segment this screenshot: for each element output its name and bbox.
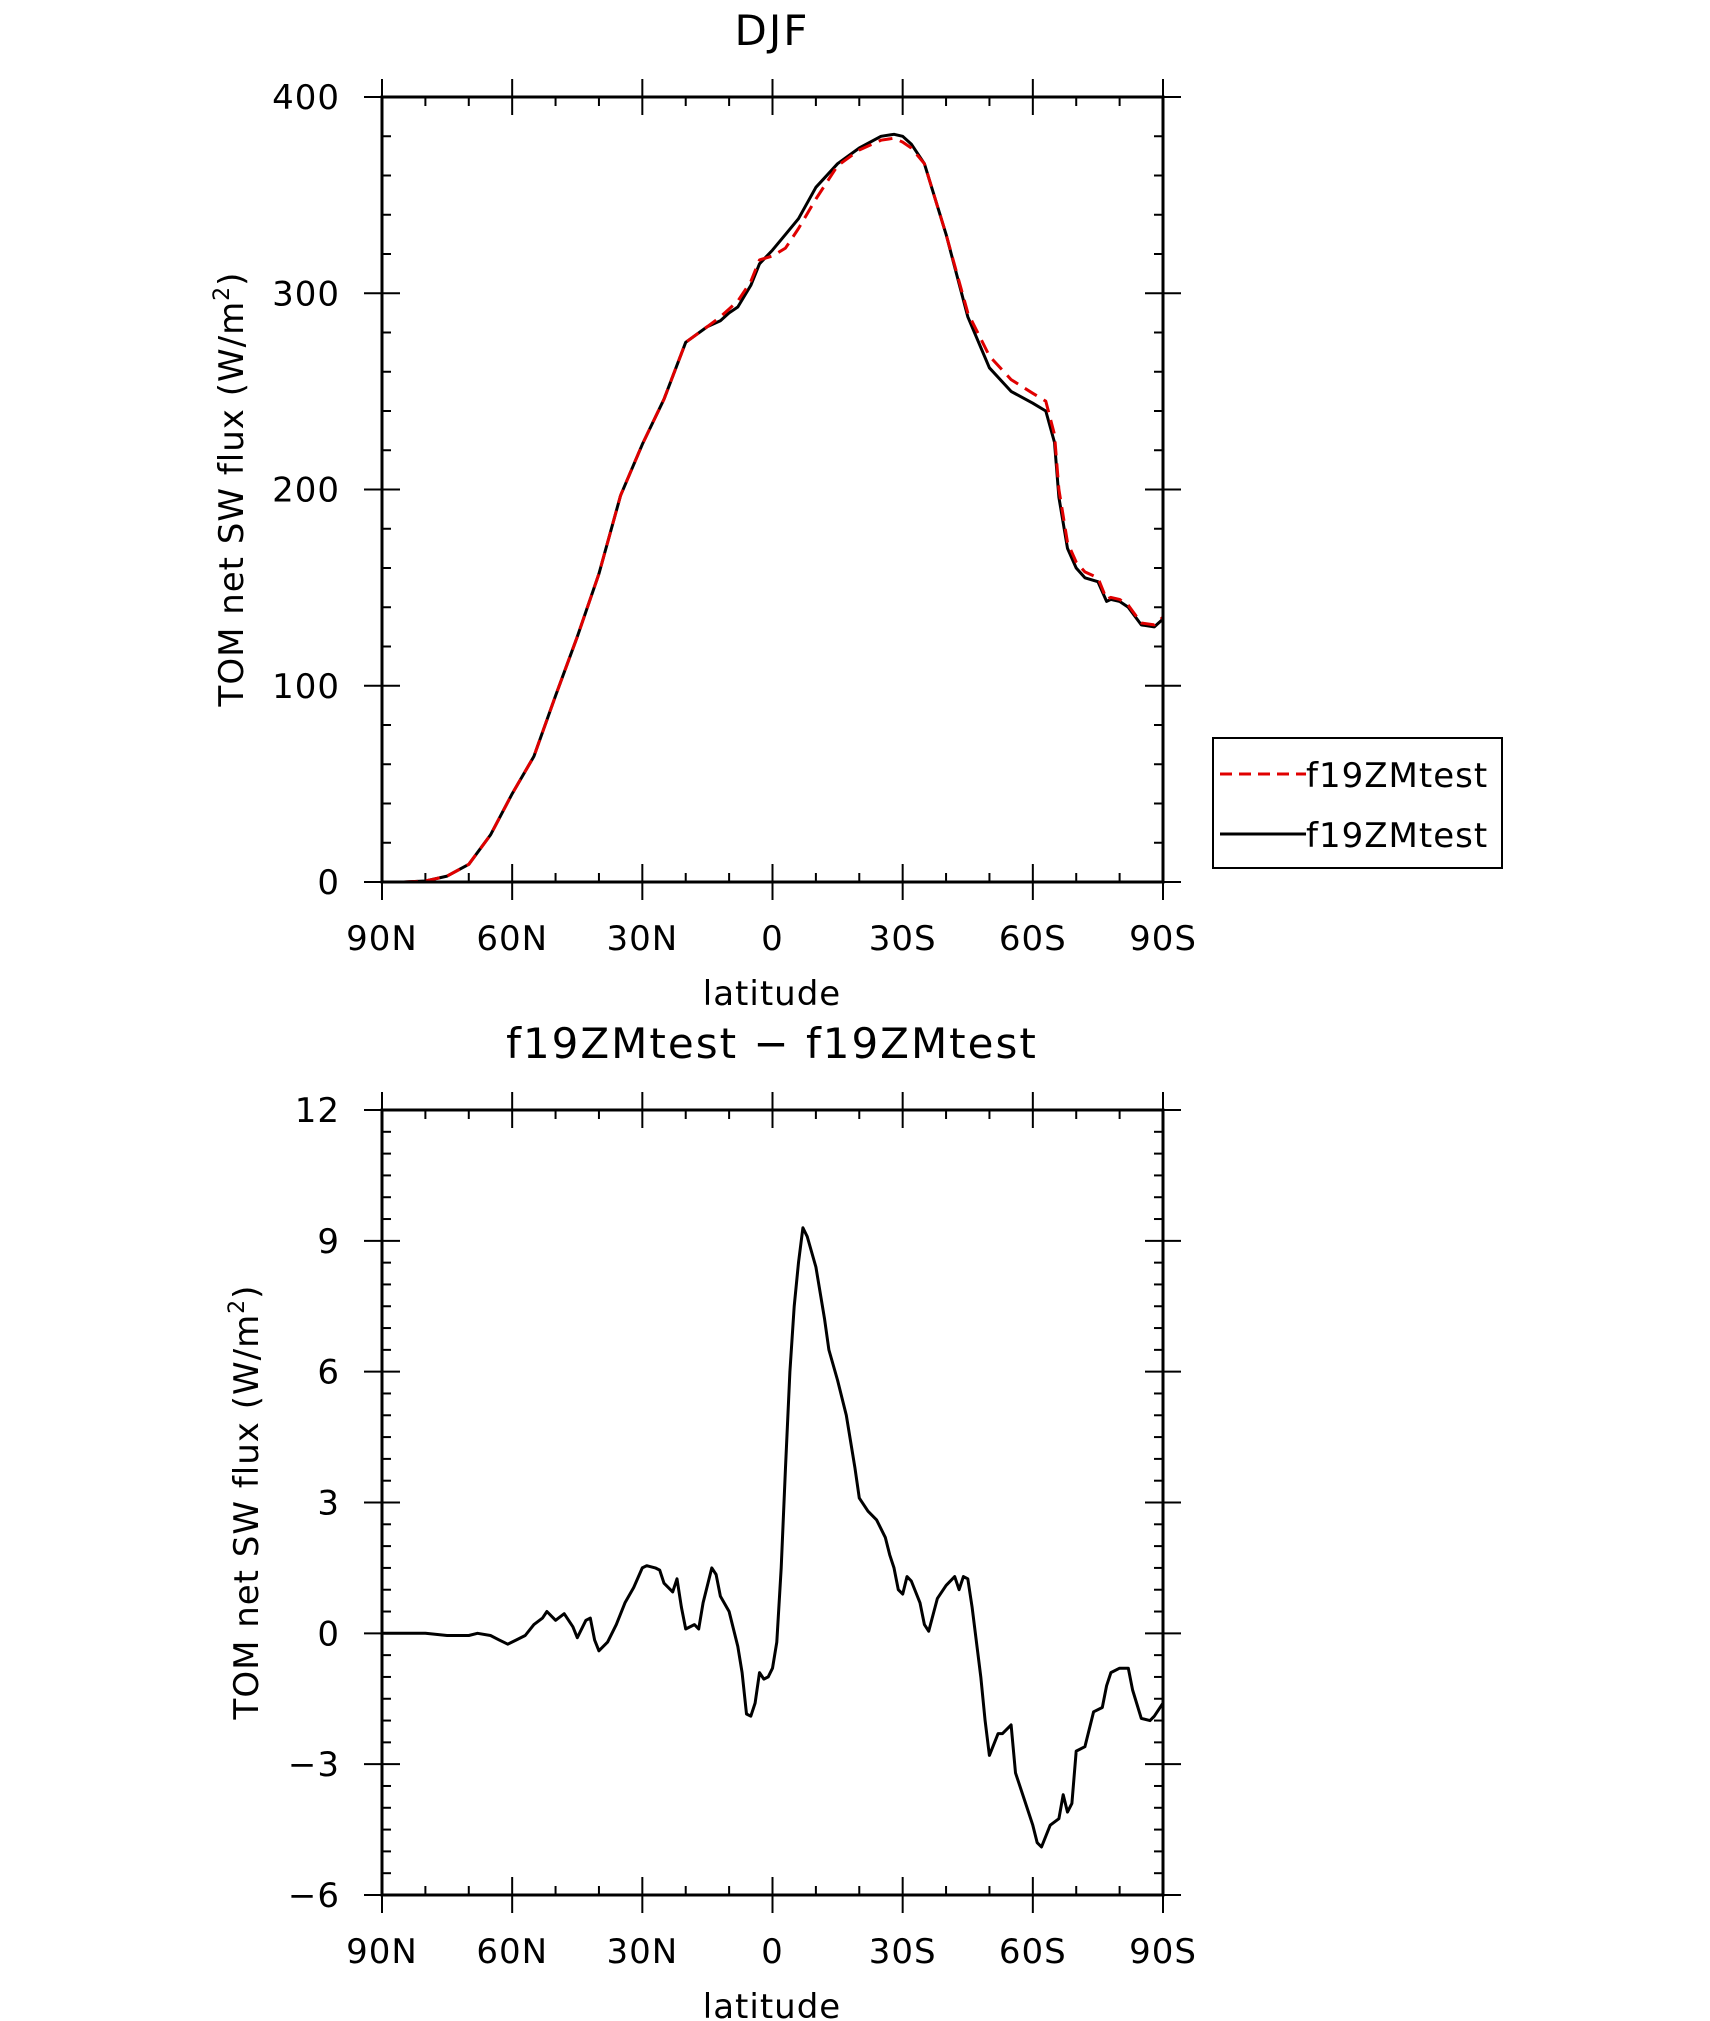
bottom-y-axis-label-text: TOM net SW flux (W/m <box>227 1314 267 1721</box>
bottom-series <box>382 1226 1165 1849</box>
top-series-line-2 <box>382 132 1165 884</box>
top-legend: f19ZMtest f19ZMtest <box>1212 737 1503 869</box>
top-series-line-1 <box>382 136 1165 884</box>
top-x-tick-label: 30S <box>869 919 937 959</box>
top-y-axis-label-close: ) <box>212 272 252 286</box>
top-y-tick-label: 400 <box>272 78 340 118</box>
top-x-axis-label: latitude <box>703 974 841 1014</box>
bottom-x-tick-labels: 90N 60N 30N 0 30S 60S 90S <box>346 1932 1197 1972</box>
bottom-x-axis-label: latitude <box>703 1987 841 2021</box>
top-x-tick-label: 90N <box>346 919 418 959</box>
top-y-axis-label-superscript: 2 <box>210 286 235 301</box>
bottom-y-tick-label: 3 <box>317 1484 340 1524</box>
bottom-x-tick-label: 90S <box>1129 1932 1197 1972</box>
top-x-tick-labels: 90N 60N 30N 0 30S 60S 90S <box>346 919 1197 959</box>
top-y-tick-labels: 0 100 200 300 400 <box>272 78 340 903</box>
top-panel: DJF 90N 60N 30N 0 30S 60S 90S 0 100 200 300 400 la… <box>210 6 1503 1014</box>
legend-box <box>1212 737 1503 869</box>
bottom-x-tick-label: 30N <box>606 1932 678 1972</box>
bottom-y-tick-label: 9 <box>317 1222 340 1262</box>
bottom-x-tick-label: 0 <box>761 1932 784 1972</box>
bottom-series-line-1 <box>382 1226 1165 1849</box>
bottom-y-tick-label: 0 <box>317 1614 340 1654</box>
bottom-panel: f19ZMtest − f19ZMtest 90N 60N 30N 0 30S 60S 90… <box>225 1019 1197 2021</box>
bottom-y-axis-label-close: ) <box>227 1285 267 1299</box>
top-y-tick-label: 300 <box>272 274 340 314</box>
bottom-axis-ticks <box>364 1092 1181 1913</box>
top-plot-frame <box>380 95 1165 884</box>
bottom-y-axis-label-superscript: 2 <box>225 1299 250 1314</box>
bottom-plot-frame <box>380 1108 1165 1897</box>
top-x-tick-label: 0 <box>761 919 784 959</box>
legend-label-2: f19ZMtest <box>1306 816 1488 856</box>
top-y-tick-label: 100 <box>272 667 340 707</box>
top-x-tick-label: 30N <box>606 919 678 959</box>
bottom-x-tick-label: 60N <box>476 1932 548 1972</box>
bottom-y-axis-label: TOM net SW flux (W/m2) <box>225 1285 267 1721</box>
top-x-tick-label: 60N <box>476 919 548 959</box>
bottom-x-tick-label: 60S <box>999 1932 1067 1972</box>
top-x-tick-label: 90S <box>1129 919 1197 959</box>
bottom-x-tick-label: 30S <box>869 1932 937 1972</box>
bottom-x-tick-label: 90N <box>346 1932 418 1972</box>
top-chart-title: DJF <box>735 6 810 55</box>
bottom-y-tick-label: −3 <box>288 1745 340 1785</box>
bottom-chart-title: f19ZMtest − f19ZMtest <box>506 1019 1038 1068</box>
top-series <box>382 132 1165 884</box>
bottom-y-tick-label: −6 <box>288 1876 340 1916</box>
bottom-y-tick-label: 12 <box>295 1091 340 1131</box>
top-x-tick-label: 60S <box>999 919 1067 959</box>
top-y-tick-label: 200 <box>272 471 340 511</box>
bottom-y-tick-label: 6 <box>317 1353 340 1393</box>
bottom-y-tick-labels: −6 −3 0 3 6 9 12 <box>288 1091 340 1916</box>
legend-label-1: f19ZMtest <box>1306 756 1488 796</box>
top-y-axis-label: TOM net SW flux (W/m2) <box>210 272 252 708</box>
top-y-tick-label: 0 <box>317 863 340 903</box>
top-y-axis-label-text: TOM net SW flux (W/m <box>212 301 252 708</box>
